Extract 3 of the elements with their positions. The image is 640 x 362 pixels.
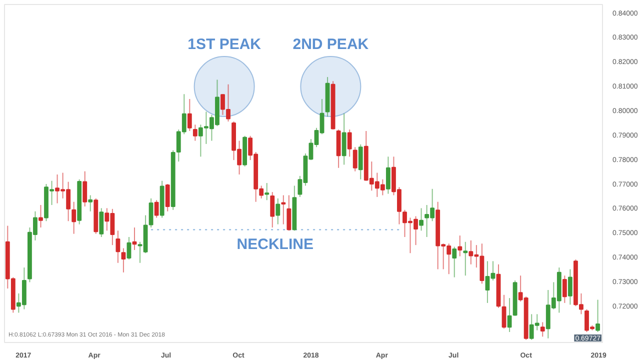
annotation: NECKLINE [236, 236, 314, 254]
annotation: 1ST PEAK [188, 36, 262, 54]
annotation: 2ND PEAK [292, 36, 369, 54]
